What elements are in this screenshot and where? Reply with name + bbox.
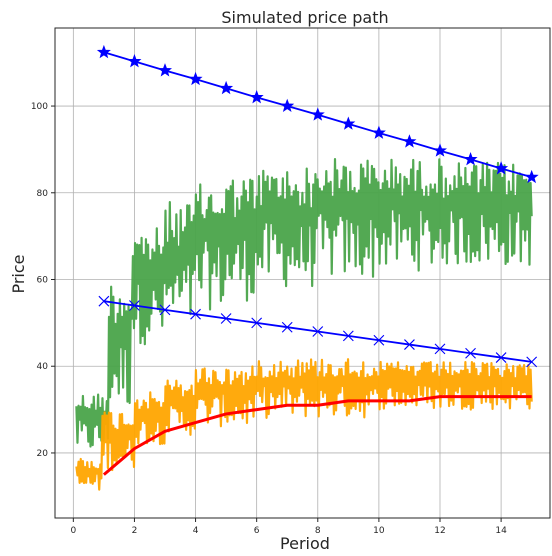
series-orange-line — [75, 358, 533, 491]
series-layer — [75, 44, 539, 491]
x-marker — [373, 334, 385, 346]
star-marker — [249, 90, 264, 104]
star-marker — [219, 80, 234, 95]
x-tick-label: 0 — [70, 526, 76, 536]
y-tick-label: 20 — [37, 449, 49, 459]
y-tick-label: 80 — [37, 189, 49, 199]
y-tick-label: 100 — [31, 102, 48, 112]
x-marker — [434, 343, 446, 355]
x-tick-label: 6 — [254, 526, 260, 536]
x-marker — [465, 347, 476, 359]
x-marker — [159, 304, 171, 316]
x-tick-label: 14 — [495, 526, 507, 536]
series-red-line — [102, 395, 532, 476]
star-marker — [463, 152, 478, 166]
x-marker — [526, 356, 538, 368]
tick-layer: 0 2 4 6 8 10 12 14 20 40 60 80 100 — [31, 102, 507, 536]
y-axis-label: Price — [9, 254, 28, 293]
x-tick-label: 8 — [315, 526, 321, 536]
star-marker — [158, 63, 172, 77]
x-marker — [98, 295, 110, 307]
star-marker — [127, 54, 142, 68]
x-marker — [251, 317, 263, 329]
chart-title: Simulated price path — [221, 8, 388, 27]
x-tick-label: 12 — [434, 526, 445, 536]
x-axis-label: Period — [280, 534, 330, 553]
star-marker — [494, 161, 509, 175]
x-marker — [190, 308, 201, 320]
x-tick-label: 4 — [193, 526, 199, 536]
x-marker — [495, 352, 507, 363]
star-marker — [433, 143, 447, 157]
x-marker — [220, 313, 232, 324]
x-tick-label: 10 — [373, 526, 385, 536]
star-marker — [310, 107, 325, 121]
star-marker — [524, 169, 539, 184]
x-marker — [404, 339, 415, 350]
x-tick-label: 2 — [132, 526, 138, 536]
x-marker — [342, 330, 354, 342]
plot-frame — [54, 27, 551, 519]
star-marker — [341, 116, 356, 130]
x-marker — [281, 321, 293, 333]
x-marker — [129, 300, 140, 311]
y-tick-label: 40 — [37, 362, 49, 372]
star-marker — [402, 134, 417, 148]
x-marker — [312, 326, 324, 337]
series-green-line — [75, 158, 533, 448]
star-marker — [280, 98, 295, 113]
star-marker — [96, 44, 111, 59]
star-marker — [371, 125, 386, 139]
y-tick-label: 60 — [37, 276, 49, 286]
star-marker — [188, 71, 203, 86]
grid-lines — [55, 28, 550, 518]
